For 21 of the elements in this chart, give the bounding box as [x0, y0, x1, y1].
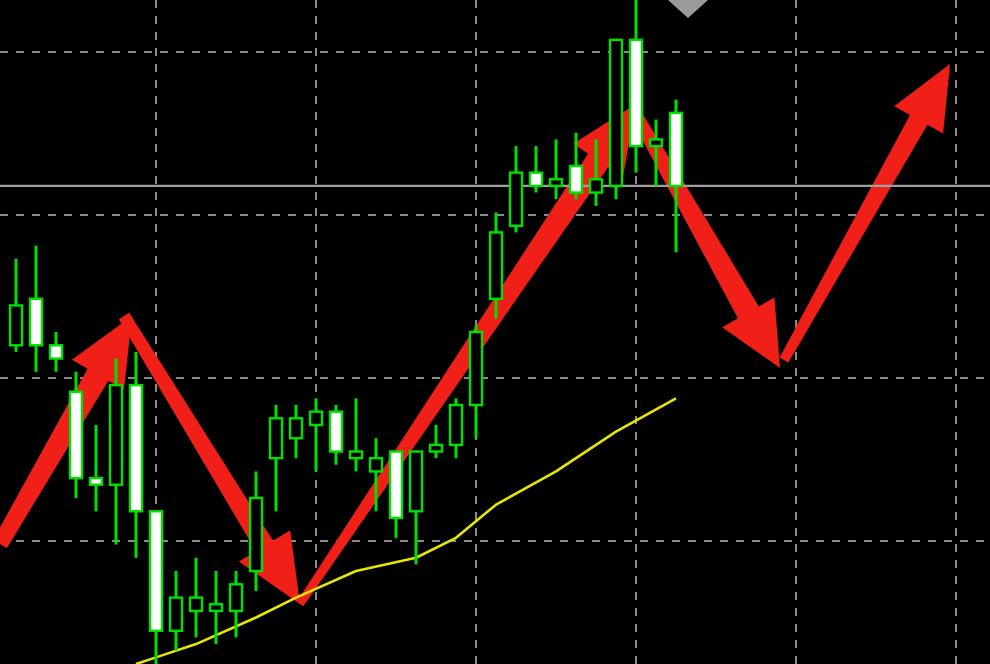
candlestick	[528, 144, 544, 195]
candlestick	[8, 257, 24, 354]
candlestick	[208, 569, 224, 646]
candlestick	[348, 396, 364, 473]
candlestick	[28, 244, 44, 374]
candlestick	[308, 396, 324, 473]
candlestick	[448, 396, 464, 460]
candlestick	[228, 569, 244, 639]
candlestick	[428, 423, 444, 460]
candlestick	[568, 131, 584, 201]
candlestick	[588, 137, 604, 208]
candlestick	[168, 569, 184, 653]
candlestick	[188, 556, 204, 639]
candlestick	[48, 330, 64, 374]
candlestick	[288, 403, 304, 460]
candlestick	[368, 436, 384, 513]
candlestick	[548, 137, 564, 201]
candlestick	[88, 423, 104, 513]
candlestick	[268, 403, 284, 513]
candlestick	[328, 403, 344, 467]
candlestick	[648, 118, 664, 188]
